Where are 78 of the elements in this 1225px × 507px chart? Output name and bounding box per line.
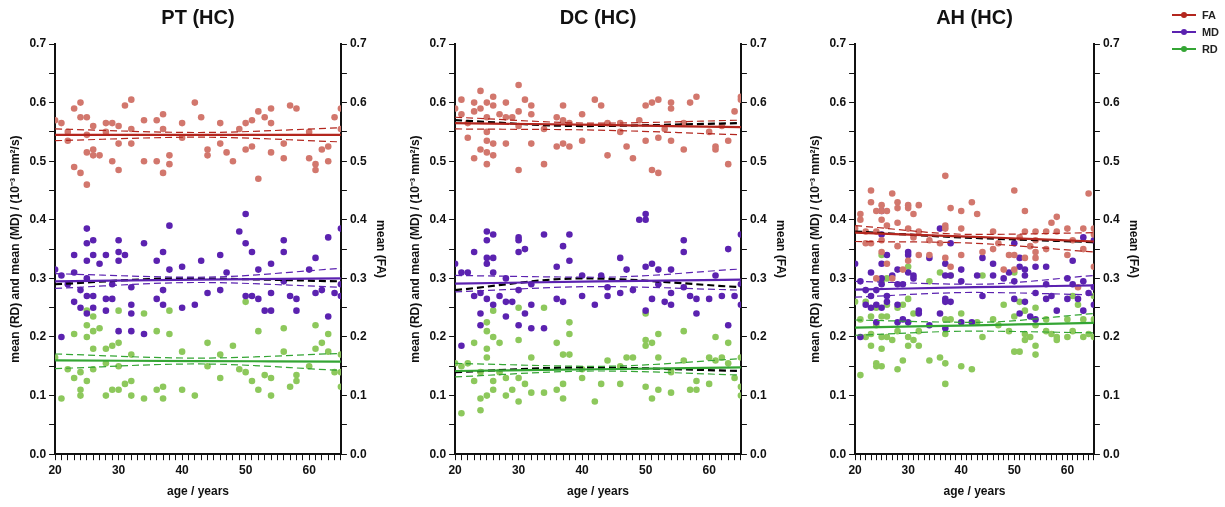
chart-title: AH (HC) (936, 5, 1013, 28)
x-axis-title: age / years (943, 484, 1006, 499)
y2-tick-label: 0.4 (1102, 212, 1120, 227)
y-tick-label: 0.4 (429, 212, 447, 227)
x-tick-label: 60 (1060, 462, 1075, 477)
y2-tick-label: 0.1 (349, 387, 367, 402)
y-axis-title: mean (RD) and mean (MD) / (10⁻³ mm²/s) (807, 135, 822, 363)
y-tick-label: 0.0 (829, 446, 847, 461)
y-tick-label: 0.3 (29, 270, 47, 285)
y-tick-label: 0.3 (429, 270, 447, 285)
x-tick-label: 30 (511, 462, 526, 477)
y-tick-label: 0.0 (429, 446, 447, 461)
y-tick-label: 0.6 (429, 94, 447, 109)
y-tick-label: 0.6 (29, 94, 47, 109)
y-tick-label: 0.7 (29, 36, 47, 51)
y2-tick-label: 0.7 (349, 36, 367, 51)
x-tick-label: 40 (175, 462, 190, 477)
y2-tick-label: 0.6 (1102, 94, 1120, 109)
y-tick-label: 0.0 (29, 446, 47, 461)
y2-tick-label: 0.4 (349, 212, 367, 227)
x-tick-label: 40 (575, 462, 590, 477)
y2-axis-title: mean (FA) (774, 220, 789, 279)
x-tick-label: 60 (302, 462, 317, 477)
chart-title: PT (HC) (161, 5, 235, 28)
y2-tick-label: 0.6 (349, 94, 367, 109)
x-tick-label: 50 (638, 462, 653, 477)
x-tick-label: 20 (448, 462, 463, 477)
y-tick-label: 0.6 (829, 94, 847, 109)
y2-tick-label: 0.1 (749, 387, 767, 402)
y2-tick-label: 0.3 (349, 270, 367, 285)
y-tick-label: 0.1 (429, 387, 447, 402)
y2-tick-label: 0.7 (749, 36, 767, 51)
y2-tick-label: 0.3 (749, 270, 767, 285)
x-axis-title: age / years (166, 484, 230, 499)
y-tick-label: 0.4 (29, 212, 47, 227)
x-tick-label: 20 (848, 462, 863, 477)
x-axis-title: age / years (566, 484, 630, 499)
y-tick-label: 0.2 (429, 329, 447, 344)
y-tick-label: 0.1 (29, 387, 47, 402)
y2-tick-label: 0.5 (749, 153, 767, 168)
y2-tick-label: 0.3 (1102, 270, 1120, 285)
y2-axis-title: mean (FA) (374, 220, 389, 279)
y-tick-label: 0.5 (29, 153, 47, 168)
y2-tick-label: 0.2 (1102, 329, 1120, 344)
y2-tick-label: 0.2 (349, 329, 367, 344)
y2-tick-label: 0.0 (749, 446, 767, 461)
y2-tick-label: 0.6 (749, 94, 767, 109)
y2-tick-label: 0.0 (349, 446, 367, 461)
y-tick-label: 0.2 (829, 329, 847, 344)
legend-label: RD (1201, 42, 1218, 55)
y-axis-title: mean (RD) and mean (MD) / (10⁻³ mm²/s) (407, 135, 422, 363)
x-tick-label: 30 (111, 462, 126, 477)
y-tick-label: 0.4 (829, 212, 847, 227)
y-tick-label: 0.1 (829, 387, 847, 402)
x-tick-label: 20 (48, 462, 63, 477)
x-tick-label: 50 (238, 462, 253, 477)
y-tick-label: 0.5 (829, 153, 847, 168)
y-tick-label: 0.7 (829, 36, 847, 51)
chart-title: DC (HC) (559, 5, 637, 28)
y2-tick-label: 0.7 (1102, 36, 1120, 51)
y2-tick-label: 0.0 (1102, 446, 1120, 461)
y2-axis-title: mean (FA) (1127, 220, 1142, 279)
legend-label: MD (1201, 25, 1219, 38)
y-axis-title: mean (RD) and mean (MD) / (10⁻³ mm²/s) (7, 135, 22, 363)
y-tick-label: 0.7 (429, 36, 447, 51)
legend-label: FA (1201, 8, 1216, 21)
x-tick-label: 40 (954, 462, 969, 477)
y2-tick-label: 0.2 (749, 329, 767, 344)
y2-tick-label: 0.1 (1102, 387, 1120, 402)
y2-tick-label: 0.4 (749, 212, 767, 227)
y-tick-label: 0.5 (429, 153, 447, 168)
y-tick-label: 0.3 (829, 270, 847, 285)
y2-tick-label: 0.5 (349, 153, 367, 168)
x-tick-label: 50 (1007, 462, 1022, 477)
y-tick-label: 0.2 (29, 329, 47, 344)
x-tick-label: 60 (702, 462, 717, 477)
x-tick-label: 30 (901, 462, 916, 477)
y2-tick-label: 0.5 (1102, 153, 1120, 168)
